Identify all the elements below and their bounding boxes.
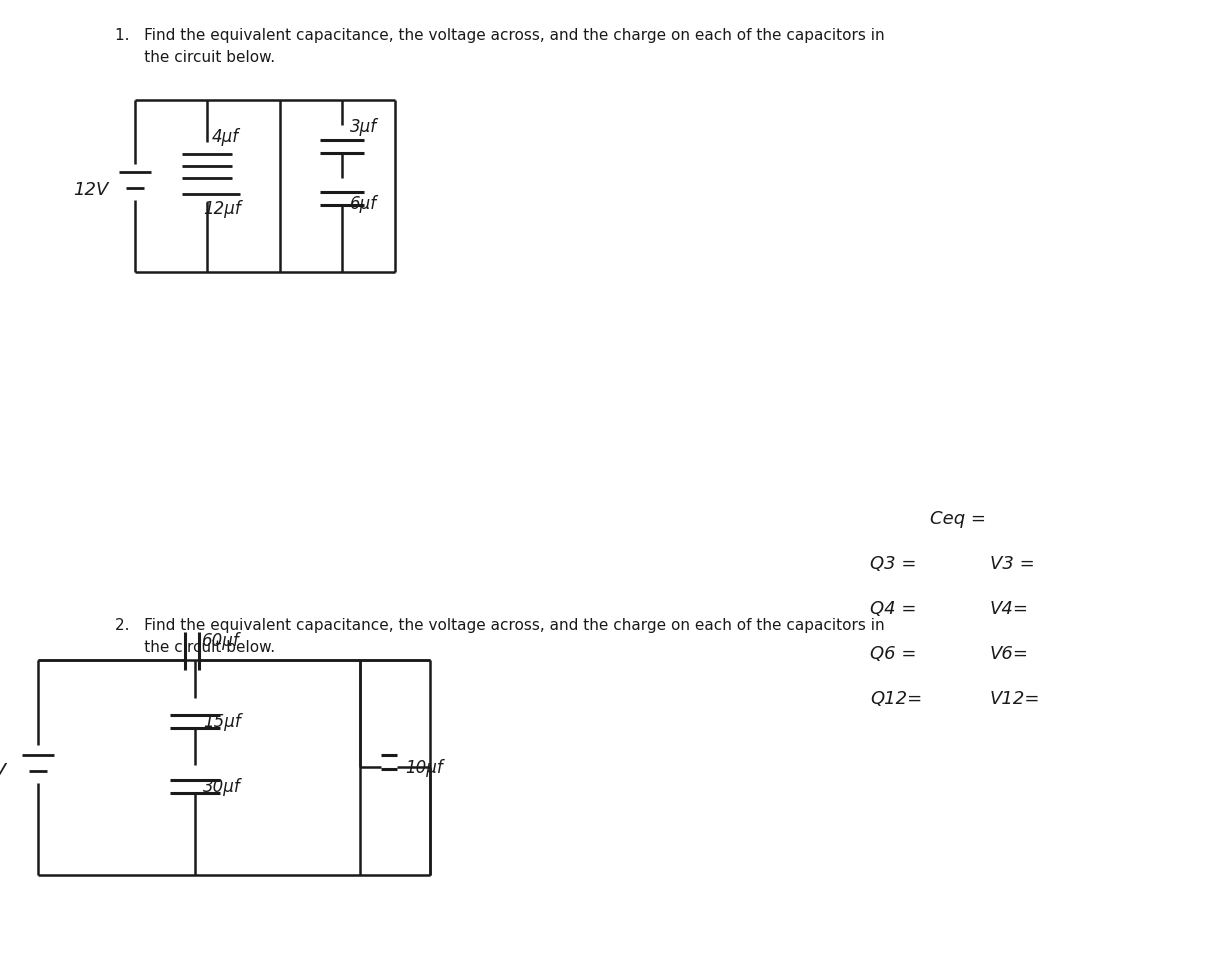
Text: V6=: V6=: [990, 645, 1028, 663]
Text: 60μf: 60μf: [202, 632, 240, 650]
Text: V4=: V4=: [990, 600, 1028, 618]
Text: 12μf: 12μf: [203, 200, 241, 218]
Text: 30μf: 30μf: [203, 778, 241, 796]
Text: 10μf: 10μf: [405, 759, 443, 777]
Text: 3μf: 3μf: [350, 118, 378, 136]
Text: V12=: V12=: [990, 690, 1041, 708]
Text: Q3 =: Q3 =: [870, 555, 916, 573]
Text: 2.   Find the equivalent capacitance, the voltage across, and the charge on each: 2. Find the equivalent capacitance, the …: [115, 618, 885, 633]
Text: Q12=: Q12=: [870, 690, 922, 708]
Text: Q6 =: Q6 =: [870, 645, 916, 663]
Text: 15μf: 15μf: [203, 713, 241, 731]
Text: 4μf: 4μf: [212, 128, 240, 146]
Text: the circuit below.: the circuit below.: [115, 50, 275, 65]
Text: V3 =: V3 =: [990, 555, 1035, 573]
Text: Ceq =: Ceq =: [930, 510, 986, 528]
Text: 10V: 10V: [0, 762, 6, 781]
Text: 1.   Find the equivalent capacitance, the voltage across, and the charge on each: 1. Find the equivalent capacitance, the …: [115, 28, 885, 43]
Text: the circuit below.: the circuit below.: [115, 640, 275, 655]
Text: 6μf: 6μf: [350, 195, 378, 213]
Text: 12V: 12V: [73, 181, 109, 199]
Text: Q4 =: Q4 =: [870, 600, 916, 618]
